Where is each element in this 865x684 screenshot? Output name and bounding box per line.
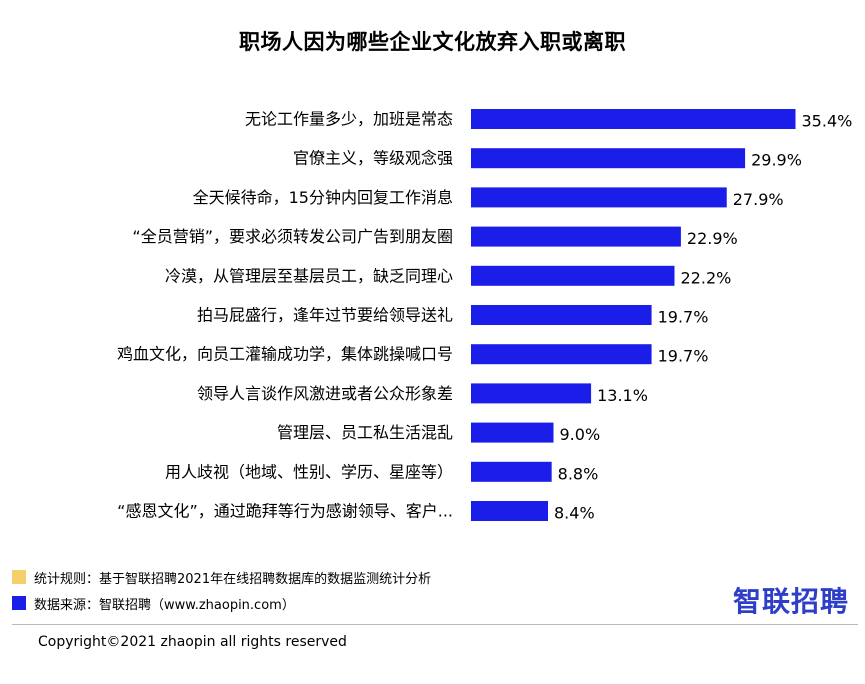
value-label: 8.4%	[554, 504, 595, 523]
value-label: 29.9%	[751, 151, 802, 170]
category-label: 无论工作量多少，加班是常态	[245, 110, 453, 129]
category-label: 用人歧视（地域、性别、学历、星座等）	[165, 462, 453, 481]
value-label: 27.9%	[733, 190, 784, 209]
bar	[471, 383, 592, 404]
note-source-text: 数据来源：智联招聘（www.zhaopin.com）	[34, 597, 295, 613]
value-label: 35.4%	[802, 112, 853, 131]
category-label: 拍马屁盛行，逢年过节要给领导送礼	[197, 306, 453, 325]
note-rule: 统计规则：基于智联招聘2021年在线招聘数据库的数据监测统计分析	[12, 564, 431, 590]
category-label: “感恩文化”，通过跪拜等行为感谢领导、客户...	[117, 502, 453, 521]
bar	[471, 305, 652, 325]
category-label: 领导人言谈作风激进或者公众形象差	[197, 384, 453, 403]
note-rule-swatch	[12, 570, 26, 584]
value-label: 13.1%	[597, 386, 648, 405]
note-source-swatch	[12, 596, 26, 610]
value-label: 19.7%	[658, 347, 709, 366]
chart-title: 职场人因为哪些企业文化放弃入职或离职	[239, 30, 626, 54]
bar	[471, 344, 652, 365]
bar	[471, 265, 675, 286]
bar	[471, 109, 796, 129]
value-label: 22.9%	[687, 229, 738, 248]
bar	[471, 501, 548, 521]
notes: 统计规则：基于智联招聘2021年在线招聘数据库的数据监测统计分析 数据来源：智联…	[12, 564, 431, 616]
zhaopin-logo: 智联招聘	[732, 585, 849, 618]
category-label: 官僚主义，等级观念强	[293, 149, 453, 168]
note-source: 数据来源：智联招聘（www.zhaopin.com）	[12, 590, 431, 616]
note-rule-text: 统计规则：基于智联招聘2021年在线招聘数据库的数据监测统计分析	[34, 571, 432, 587]
copyright-text: Copyright©2021 zhaopin all rights reserv…	[38, 634, 347, 650]
bar	[471, 461, 552, 482]
bar	[471, 226, 681, 247]
category-label: “全员营销”，要求必须转发公司广告到朋友圈	[132, 227, 453, 246]
value-label: 22.2%	[681, 268, 732, 287]
category-label: 全天候待命，15分钟内回复工作消息	[193, 188, 453, 207]
category-label: 管理层、员工私生活混乱	[277, 423, 453, 442]
bar-chart: 无论工作量多少，加班是常态 35.4% 官僚主义，等级观念强 29.9% 全天候待命，1…	[117, 109, 853, 523]
value-label: 8.8%	[558, 464, 599, 483]
bar	[471, 187, 727, 208]
value-label: 9.0%	[560, 425, 601, 444]
value-label: 19.7%	[658, 308, 709, 327]
category-label: 鸡血文化，向员工灌输成功学，集体跳操喊口号	[117, 345, 453, 364]
footer-divider	[12, 624, 858, 625]
bar	[471, 422, 554, 443]
bar	[471, 148, 746, 169]
category-label: 冷漠，从管理层至基层员工，缺乏同理心	[165, 266, 453, 285]
